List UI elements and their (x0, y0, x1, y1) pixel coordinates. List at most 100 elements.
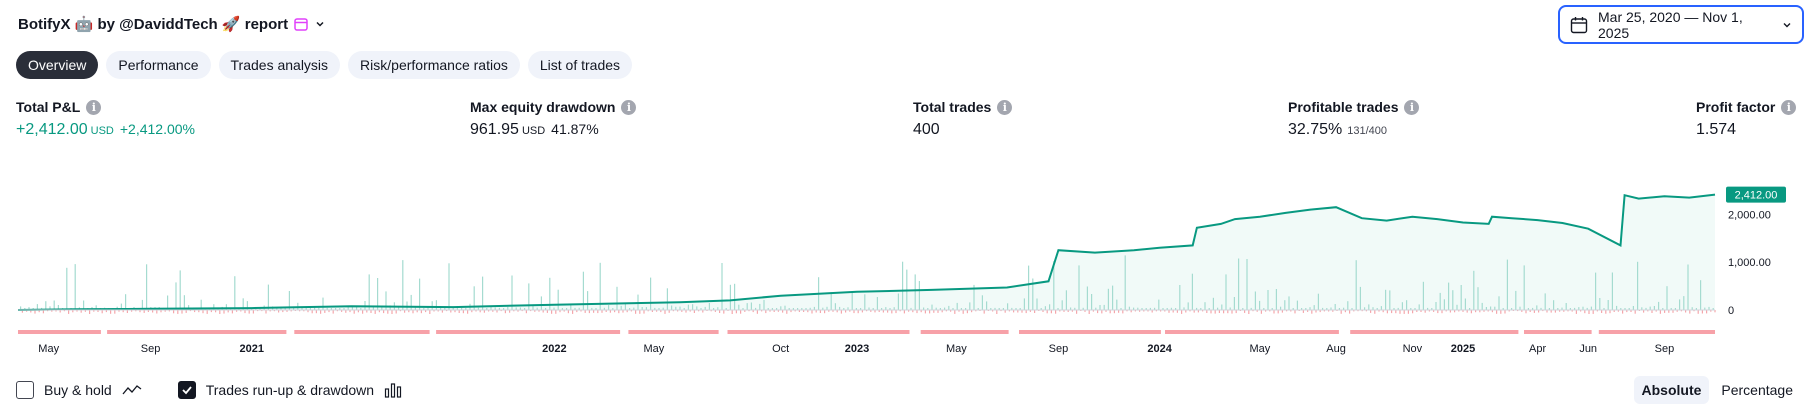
runup-bar (864, 294, 866, 310)
runup-bar (284, 308, 286, 310)
drawdown-bar (1105, 310, 1107, 312)
drawdown-bar (630, 310, 632, 312)
info-icon[interactable]: i (1404, 99, 1420, 115)
runup-bar (1284, 300, 1286, 310)
runup-bar (1011, 307, 1013, 310)
drawdown-bar (1151, 310, 1153, 313)
runup-drawdown-option[interactable]: Trades run-up & drawdown (177, 381, 402, 399)
runup-bar (339, 308, 341, 310)
runup-bar (868, 307, 870, 310)
last-value-label: 2,412.00 (1735, 190, 1778, 202)
drawdown-bar (164, 310, 166, 312)
drawdown-bar (185, 310, 187, 313)
runup-bar (1662, 308, 1664, 310)
buy-hold-checkbox[interactable] (16, 381, 34, 399)
drawdown-bar (1533, 310, 1535, 313)
info-icon[interactable]: i (1781, 99, 1797, 115)
runup-bar (666, 288, 668, 310)
runup-bar (1317, 293, 1319, 310)
tab-list-of-trades[interactable]: List of trades (527, 51, 633, 79)
info-icon[interactable]: i (997, 99, 1013, 115)
drawdown-bar (1504, 310, 1506, 314)
runup-bar (1166, 308, 1168, 310)
runup-bar (561, 308, 563, 310)
runup-bar (1023, 298, 1025, 310)
runup-checkbox[interactable] (177, 381, 196, 399)
drawdown-bar (1601, 310, 1603, 313)
date-range-button[interactable]: Mar 25, 2020 — Nov 1, 2025 (1558, 5, 1804, 44)
chevron-down-icon[interactable] (314, 18, 326, 30)
tab-risk-performance-ratios[interactable]: Risk/performance ratios (348, 51, 520, 79)
drawdown-bar (1218, 310, 1220, 313)
equity-chart[interactable]: 0 1,000.00 2,000.00 2,412.00 May Sep 2021 2022 M… (0, 160, 1815, 365)
runup-bar (1091, 294, 1093, 310)
runup-bar (855, 308, 857, 310)
runup-bar (830, 292, 832, 310)
runup-bar (1498, 296, 1500, 310)
drawdown-bar (80, 310, 82, 313)
runup-bar (1527, 308, 1529, 310)
drawdown-bar (194, 310, 196, 313)
runup-bar (1002, 308, 1004, 310)
drawdown-bar (206, 310, 208, 314)
drawdown-bar (1206, 310, 1208, 313)
drawdown-bar (324, 310, 326, 313)
runup-bar (1658, 301, 1660, 310)
drawdown-bar (656, 310, 658, 312)
tab-trades-analysis[interactable]: Trades analysis (218, 51, 341, 79)
drawdown-bar (1181, 310, 1183, 314)
drawdown-bar (975, 310, 977, 312)
runup-bar (687, 304, 689, 310)
drawdown-bar (1004, 310, 1006, 313)
info-icon[interactable]: i (86, 99, 102, 115)
runup-bar (175, 282, 177, 310)
runup-bar (1330, 307, 1332, 310)
drawdown-bar (467, 310, 469, 314)
runup-bar (557, 289, 559, 310)
runup-bar (356, 305, 358, 310)
runup-bar (1049, 304, 1051, 310)
drawdown-bar (1063, 310, 1065, 312)
absolute-button[interactable]: Absolute (1633, 376, 1710, 404)
runup-bar (1410, 308, 1412, 310)
runup-bar (965, 308, 967, 310)
runup-bar (1435, 302, 1437, 310)
runup-bar (738, 304, 740, 310)
drawdown-period (1165, 330, 1339, 334)
drawdown-bar (819, 310, 821, 313)
buy-hold-option[interactable]: Buy & hold (16, 381, 142, 399)
runup-bar (1032, 278, 1034, 310)
runup-bar (553, 307, 555, 310)
drawdown-bar (845, 310, 847, 313)
drawdown-bar (1134, 310, 1136, 312)
runup-bar (1578, 307, 1580, 310)
drawdown-bar (1668, 310, 1670, 313)
drawdown-bar (874, 310, 876, 313)
drawdown-bar (454, 310, 456, 313)
drawdown-bar (1424, 310, 1426, 313)
runup-bar (288, 291, 290, 310)
runup-bar (960, 308, 962, 310)
runup-bar (1653, 306, 1655, 310)
drawdown-bar (1626, 310, 1628, 313)
drawdown-bar (748, 310, 750, 312)
drawdown-bar (362, 310, 364, 314)
drawdown-bar (462, 310, 464, 314)
drawdown-bar (555, 310, 557, 314)
runup-bar (66, 267, 68, 310)
drawdown-bar (614, 310, 616, 313)
total-pl-value: +2,412.00 (16, 121, 88, 138)
info-icon[interactable]: i (621, 99, 637, 115)
drawdown-bar (345, 310, 347, 313)
drawdown-bar (1164, 310, 1166, 312)
runup-bar (1343, 307, 1345, 310)
drawdown-bar (332, 310, 334, 314)
calendar-icon[interactable] (294, 17, 308, 31)
percentage-button[interactable]: Percentage (1721, 382, 1793, 398)
drawdown-bar (672, 310, 674, 312)
tab-performance[interactable]: Performance (106, 51, 211, 79)
runup-bar (713, 308, 715, 310)
runup-bar (524, 308, 526, 310)
tab-overview[interactable]: Overview (16, 51, 99, 79)
drawdown-bar (1130, 310, 1132, 313)
